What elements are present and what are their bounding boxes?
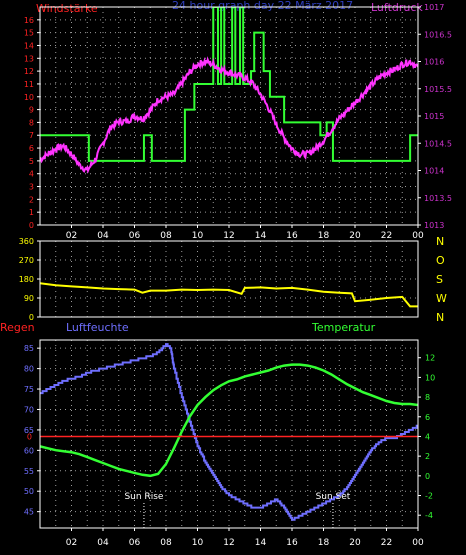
wind-axis-label: 7 [29, 131, 34, 140]
sun-set-annotation: Sun Set [316, 492, 351, 502]
panel1-time-label: 10 [192, 231, 204, 241]
wind-axis-label: 2 [29, 195, 34, 204]
humidity-axis-label: 80 [24, 365, 34, 374]
panel3-time-label: 16 [286, 538, 298, 548]
panel2-frame [39, 240, 419, 318]
compass-label: S [436, 273, 443, 286]
wind-axis-label: 9 [29, 106, 34, 115]
humidity-axis-label: 50 [24, 487, 34, 496]
panel1-time-label: 20 [349, 231, 361, 241]
panel1-time-label: 00 [412, 231, 424, 241]
compass-label: N [436, 311, 444, 324]
wind-axis-label: 0 [29, 221, 34, 230]
temperature-series-line [40, 363, 418, 478]
panel3-time-label: 20 [349, 538, 361, 548]
pressure-axis-label: 1014 [424, 167, 444, 176]
temperature-axis-label: 10 [425, 373, 435, 382]
pressure-axis-label: 1016.5 [424, 30, 452, 39]
temperature-axis-label: 8 [425, 393, 430, 402]
rain-axis-label: 0 [27, 432, 32, 441]
panel3-time-label: 02 [66, 538, 77, 548]
wind-axis-label: 13 [24, 54, 34, 63]
panel3-time-label: 18 [318, 538, 330, 548]
pressure-axis-label: 1014.5 [424, 139, 452, 148]
panel1-time-label: 12 [223, 231, 234, 241]
direction-axis-label: 0 [29, 313, 34, 322]
panel1-time-label: 16 [286, 231, 298, 241]
panel3-grid [40, 340, 418, 528]
wind-axis-label: 8 [29, 118, 34, 127]
panel3-time-label: 12 [223, 538, 234, 548]
wind-axis-label: 1 [29, 208, 34, 217]
temperature-axis-label: -2 [425, 492, 433, 501]
temperature-axis-label: 12 [425, 354, 435, 363]
pressure-axis-label: 1013.5 [424, 194, 452, 203]
pressure-axis-label: 1016 [424, 58, 444, 67]
center-title: 24 hour graph day 22 März 2017 [172, 0, 353, 12]
pressure-axis-label: 1015.5 [424, 85, 452, 94]
panel3-frame [39, 339, 419, 529]
panel3-time-label: 08 [160, 538, 172, 548]
left-title: Windstärke [36, 2, 98, 15]
wind-axis-label: 14 [24, 41, 34, 50]
wind-axis-label: 12 [24, 67, 34, 76]
direction-axis-label: 180 [19, 275, 34, 284]
direction-axis-label: 90 [24, 294, 34, 303]
temperature-axis-label: -4 [425, 511, 433, 520]
pressure-axis-label: 1017 [424, 3, 444, 12]
humidity-axis-label: 60 [24, 446, 34, 455]
wind-axis-label: 10 [24, 93, 34, 102]
compass-label: N [436, 235, 444, 248]
wind-axis-label: 16 [24, 16, 34, 25]
wind-axis-label: 15 [24, 29, 34, 38]
panel1-time-label: 08 [160, 231, 172, 241]
temperature-axis-label: 2 [425, 452, 430, 461]
pressure-axis-label: 1015 [424, 112, 444, 121]
panel1-time-label: 22 [381, 231, 392, 241]
panel3-time-label: 00 [412, 538, 424, 548]
direction-axis-label: 270 [19, 256, 34, 265]
humidity-axis-label: 65 [24, 426, 34, 435]
direction-series-line [39, 282, 418, 308]
temperature-legend-label: Temperatur [311, 321, 376, 334]
panel3-time-label: 06 [129, 538, 141, 548]
wind-axis-label: 3 [29, 183, 34, 192]
panel3-time-label: 10 [192, 538, 204, 548]
humidity-axis-label: 55 [24, 467, 34, 476]
panel2-grid [40, 241, 418, 317]
humidity-legend-label: Luftfeuchte [66, 321, 129, 334]
panel1-time-label: 18 [318, 231, 330, 241]
wind-axis-label: 5 [29, 157, 34, 166]
temperature-axis-label: 4 [425, 432, 430, 441]
panel3-time-label: 14 [255, 538, 267, 548]
compass-label: W [436, 292, 447, 305]
wind-axis-label: 6 [29, 144, 34, 153]
direction-axis-label: 360 [19, 237, 34, 246]
panel1-time-label: 02 [66, 231, 77, 241]
panel1-grid [40, 7, 418, 226]
humidity-axis-label: 85 [24, 344, 34, 353]
panel3-time-label: 22 [381, 538, 392, 548]
panel1-time-label: 14 [255, 231, 267, 241]
pressure-axis-label: 1013 [424, 221, 444, 230]
wind-axis-label: 4 [29, 170, 34, 179]
wind-series-line [40, 7, 418, 162]
humidity-axis-label: 45 [24, 508, 34, 517]
humidity-series-line [40, 343, 418, 521]
wind-axis-label: 11 [24, 80, 34, 89]
temperature-axis-label: 6 [425, 413, 430, 422]
humidity-axis-label: 75 [24, 385, 34, 394]
pressure-series-line [40, 56, 418, 174]
rain-legend-label: Regen [0, 321, 35, 334]
panel1-time-label: 04 [97, 231, 109, 241]
temperature-axis-label: 0 [425, 472, 430, 481]
sun-rise-annotation: Sun Rise [124, 492, 163, 502]
compass-label: O [436, 254, 445, 267]
panel3-time-label: 04 [97, 538, 109, 548]
panel1-time-label: 06 [129, 231, 141, 241]
humidity-axis-label: 70 [24, 405, 34, 414]
